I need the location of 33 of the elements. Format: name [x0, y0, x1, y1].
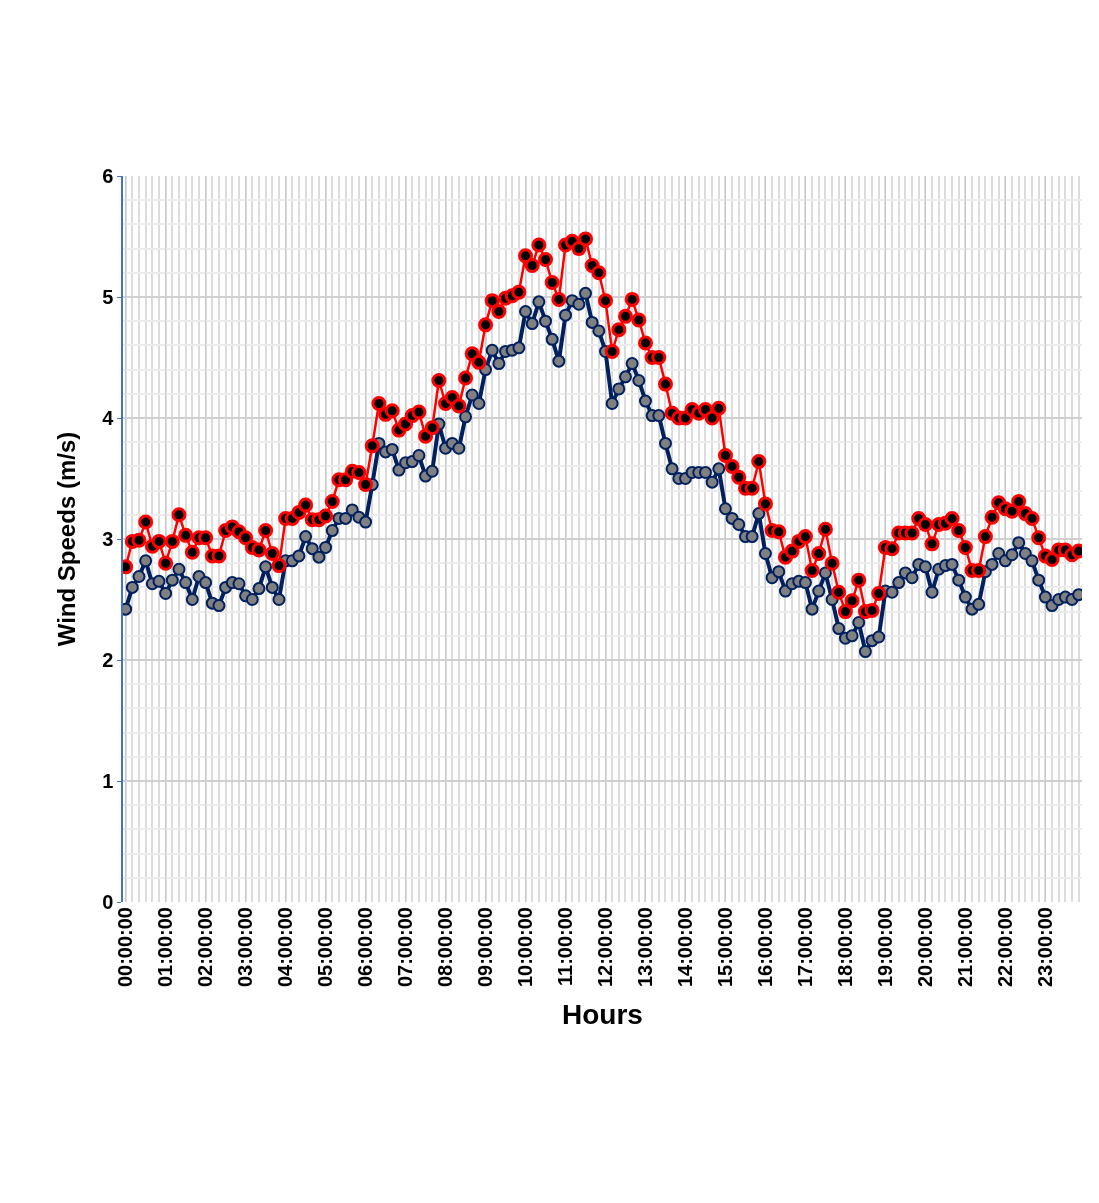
x-tick-label: 14:00:00 [673, 907, 696, 988]
x-tick-label: 06:00:00 [354, 907, 377, 988]
x-tick-label: 11:00:00 [554, 907, 577, 986]
x-tick-label: 20:00:00 [913, 907, 936, 988]
x-tick-label: 13:00:00 [633, 907, 656, 988]
y-tick-label: 6 [102, 165, 114, 187]
y-tick-label: 2 [102, 649, 114, 671]
x-tick-label: 19:00:00 [873, 907, 896, 988]
x-tick-label: 10:00:00 [514, 907, 537, 988]
x-tick-label: 07:00:00 [394, 907, 417, 988]
x-tick-label: 04:00:00 [274, 907, 297, 988]
x-tick-label: 03:00:00 [234, 907, 257, 988]
x-tick-label: 05:00:00 [314, 907, 337, 988]
x-tick-label: 21:00:00 [953, 907, 976, 988]
x-tick-label: 16:00:00 [753, 907, 776, 988]
x-tick-label: 23:00:00 [1033, 907, 1056, 988]
x-tick-label: 08:00:00 [434, 907, 457, 988]
x-tick-label: 02:00:00 [194, 907, 217, 988]
x-tick-label: 12:00:00 [594, 907, 616, 988]
y-tick-label: 0 [102, 891, 114, 913]
x-tick-label: 22:00:00 [993, 907, 1016, 988]
y-axis-title: Wind Speeds (m/s) [52, 431, 80, 647]
x-tick-label: 01:00:00 [154, 907, 177, 988]
y-tick-label: 4 [102, 407, 115, 429]
x-tick-label: 00:00:00 [114, 907, 137, 988]
y-tick-label: 3 [102, 528, 114, 550]
x-axis-title: Hours [562, 999, 643, 1031]
x-tick-label: 17:00:00 [793, 907, 816, 988]
x-tick-label: 15:00:00 [713, 907, 736, 988]
x-tick-label: 09:00:00 [474, 907, 497, 988]
x-tick-label: 18:00:00 [833, 907, 856, 988]
y-tick-label: 1 [102, 770, 114, 792]
y-tick-label: 5 [102, 286, 114, 308]
